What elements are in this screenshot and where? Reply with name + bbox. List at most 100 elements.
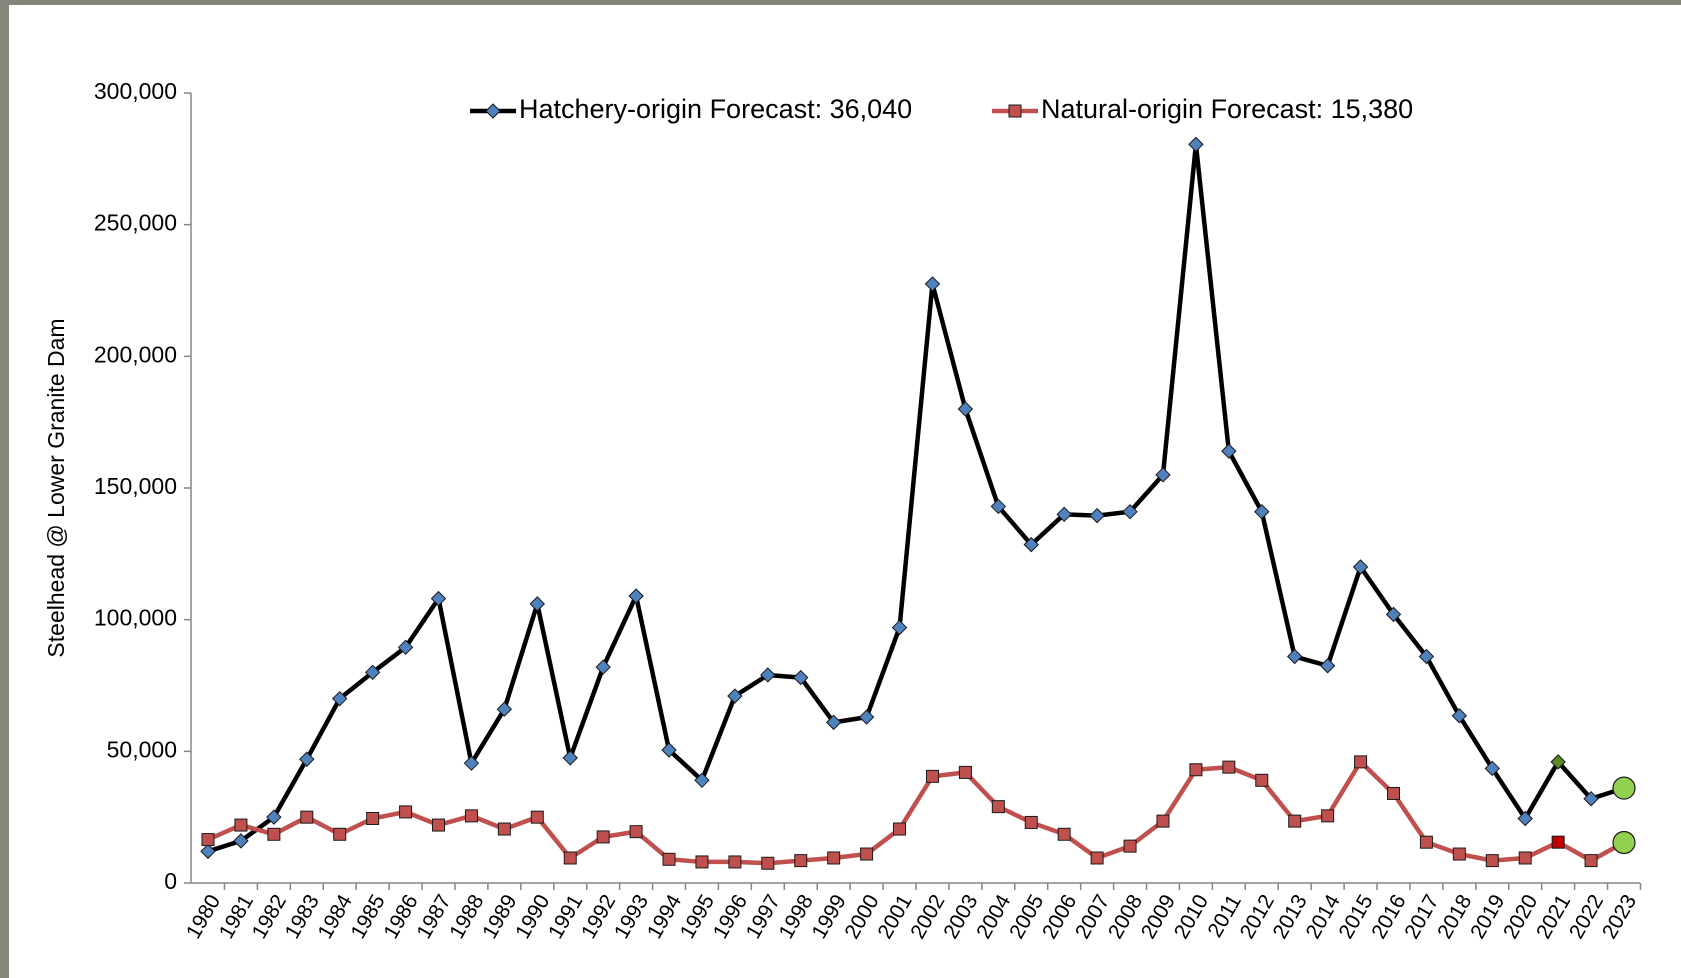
data-point xyxy=(1221,443,1237,459)
data-point xyxy=(300,810,314,824)
data-point xyxy=(333,827,347,841)
data-point xyxy=(827,851,841,865)
data-point xyxy=(1056,506,1072,523)
data-point xyxy=(200,843,216,860)
data-point xyxy=(299,751,315,767)
y-axis-title: Steelhead @ Lower Granite Dam xyxy=(43,318,69,657)
data-point xyxy=(530,810,544,824)
data-point xyxy=(925,769,939,783)
data-point xyxy=(432,818,446,832)
data-point xyxy=(1354,755,1368,769)
data-point xyxy=(661,742,677,758)
data-point xyxy=(793,669,809,686)
data-point xyxy=(332,690,348,707)
data-point xyxy=(1518,851,1532,865)
data-point xyxy=(694,772,710,789)
data-point xyxy=(727,688,743,704)
data-point xyxy=(924,276,941,292)
legend-label: Natural-origin Forecast: 15,380 xyxy=(1041,94,1413,124)
data-point xyxy=(662,852,676,866)
data-point xyxy=(858,709,875,725)
forecast-point xyxy=(1612,776,1636,800)
data-point xyxy=(990,498,1007,515)
y-tick-label: 250,000 xyxy=(94,210,177,236)
data-point xyxy=(760,667,776,683)
data-point xyxy=(1321,809,1335,823)
data-point xyxy=(1517,810,1533,827)
data-point xyxy=(1188,136,1204,153)
data-point xyxy=(1023,536,1039,553)
data-point xyxy=(629,825,643,839)
data-point xyxy=(695,855,709,869)
data-point xyxy=(957,401,974,417)
y-tick-label: 50,000 xyxy=(107,736,177,762)
data-point xyxy=(728,855,742,869)
data-point xyxy=(1550,754,1566,770)
forecast-point xyxy=(1612,830,1636,855)
data-point xyxy=(364,664,381,681)
data-point xyxy=(1286,648,1303,665)
series-line xyxy=(207,142,1625,854)
data-point xyxy=(1418,648,1435,665)
data-point xyxy=(397,639,414,656)
data-point xyxy=(1288,814,1302,828)
data-point xyxy=(1090,851,1104,865)
data-point xyxy=(562,750,578,766)
data-point xyxy=(1189,763,1203,777)
data-point xyxy=(1386,786,1400,800)
data-point xyxy=(1122,503,1138,520)
data-point xyxy=(1451,708,1468,724)
data-point xyxy=(464,809,478,823)
data-point xyxy=(1123,839,1137,853)
data-point xyxy=(891,619,908,636)
data-point xyxy=(794,854,808,868)
y-tick-label: 100,000 xyxy=(94,605,177,631)
data-point xyxy=(1584,854,1598,868)
data-point xyxy=(1319,658,1336,674)
data-point xyxy=(1156,814,1170,828)
y-tick-label: 300,000 xyxy=(94,78,177,104)
data-point xyxy=(1222,760,1236,774)
data-point xyxy=(529,596,546,612)
data-point xyxy=(761,856,775,870)
data-point xyxy=(430,590,447,607)
y-tick-label: 150,000 xyxy=(94,473,177,499)
data-point xyxy=(1024,815,1038,829)
data-point xyxy=(628,588,644,604)
data-point xyxy=(563,851,577,865)
data-point xyxy=(958,765,972,779)
data-point xyxy=(497,822,511,836)
data-point xyxy=(825,714,842,731)
data-point xyxy=(893,822,907,836)
legend-label: Hatchery-origin Forecast: 36,040 xyxy=(519,94,912,124)
data-point xyxy=(201,833,215,847)
data-point xyxy=(1352,559,1369,575)
data-point xyxy=(1452,847,1466,861)
data-point xyxy=(596,830,610,844)
legend-marker xyxy=(485,103,501,119)
data-point xyxy=(595,659,611,675)
data-point xyxy=(463,755,480,771)
data-point xyxy=(1385,606,1402,623)
data-point xyxy=(1255,773,1269,787)
data-point xyxy=(860,847,874,861)
data-point xyxy=(1551,835,1565,849)
data-point xyxy=(233,833,249,849)
data-point xyxy=(1484,760,1500,777)
data-point xyxy=(991,800,1005,814)
y-tick-label: 0 xyxy=(164,868,177,894)
data-point xyxy=(1485,854,1499,868)
chart-background xyxy=(9,5,1681,978)
data-point xyxy=(266,809,282,825)
legend-marker xyxy=(1008,104,1022,118)
data-point xyxy=(234,818,248,832)
data-point xyxy=(496,701,513,717)
data-point xyxy=(1583,791,1599,807)
data-point xyxy=(399,805,413,819)
data-point xyxy=(1155,467,1171,483)
data-point xyxy=(1419,835,1433,849)
data-point xyxy=(366,811,380,825)
data-point xyxy=(1057,827,1071,841)
